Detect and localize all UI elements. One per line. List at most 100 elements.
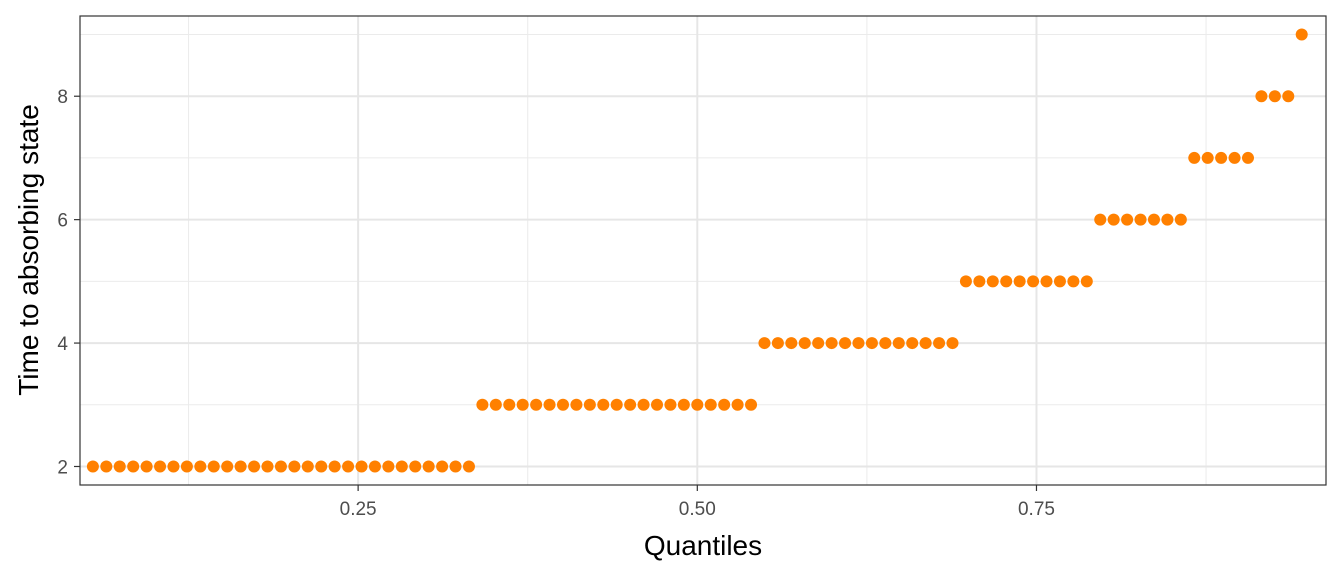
data-point [1188,151,1201,164]
data-point [422,460,435,473]
data-point [825,337,838,350]
data-point [1241,151,1254,164]
data-point [127,460,140,473]
data-point [100,460,113,473]
data-point [221,460,234,473]
data-point [154,460,167,473]
data-point [879,337,892,350]
data-point [1000,275,1013,288]
data-point [113,460,126,473]
panel-background [80,16,1326,485]
data-point [288,460,301,473]
data-point [704,398,717,411]
data-point [1094,213,1107,226]
data-point [570,398,583,411]
data-point [812,337,825,350]
data-point [207,460,220,473]
data-point [301,460,314,473]
data-point [664,398,677,411]
data-point [1201,151,1214,164]
data-point [892,337,905,350]
data-point [1295,28,1308,41]
data-point [86,460,99,473]
data-point [1255,90,1268,103]
data-point [1174,213,1187,226]
data-point [1013,275,1026,288]
data-point [798,337,811,350]
x-tick-label: 0.50 [679,499,716,520]
data-point [1040,275,1053,288]
data-point [597,398,610,411]
data-point [530,398,543,411]
grid-lines [80,16,1326,485]
data-point [919,337,932,350]
data-point [167,460,180,473]
y-axis-title: Time to absorbing state [13,104,44,396]
data-point [248,460,261,473]
data-point [1215,151,1228,164]
data-point [328,460,341,473]
data-point [1053,275,1066,288]
data-point [1067,275,1080,288]
y-tick-label: 2 [57,457,68,478]
data-point [610,398,623,411]
data-point [946,337,959,350]
data-point [462,460,475,473]
data-point [637,398,650,411]
data-point [409,460,422,473]
data-point [342,460,355,473]
data-point [1121,213,1134,226]
data-point [959,275,972,288]
data-point [1134,213,1147,226]
data-point [449,460,462,473]
x-axis-title: Quantiles [644,530,762,561]
data-point [1268,90,1281,103]
data-point [180,460,193,473]
data-point [677,398,690,411]
data-point [771,337,784,350]
data-point [624,398,637,411]
y-tick-label: 6 [57,211,68,232]
data-point [355,460,368,473]
axis-ticks: 0.25 0.50 0.75 2 4 6 8 [57,87,1055,520]
data-point [1228,151,1241,164]
data-point [865,337,878,350]
data-point [234,460,247,473]
data-point [758,337,771,350]
data-point [852,337,865,350]
data-point [315,460,328,473]
data-point [651,398,664,411]
data-points [86,28,1308,473]
data-point [583,398,596,411]
data-point [261,460,274,473]
data-point [395,460,408,473]
data-point [140,460,153,473]
data-point [691,398,704,411]
data-point [1147,213,1160,226]
data-point [194,460,207,473]
data-point [1080,275,1093,288]
data-point [785,337,798,350]
data-point [489,398,502,411]
y-tick-label: 4 [57,334,68,355]
data-point [745,398,758,411]
data-point [556,398,569,411]
data-point [543,398,556,411]
data-point [1282,90,1295,103]
data-point [516,398,529,411]
data-point [476,398,489,411]
data-point [933,337,946,350]
data-point [274,460,287,473]
data-point [986,275,999,288]
data-point [1027,275,1040,288]
panel-border [79,15,1327,486]
data-point [718,398,731,411]
x-tick-label: 0.75 [1018,499,1055,520]
data-point [973,275,986,288]
data-point [503,398,516,411]
data-point [1107,213,1120,226]
data-point [368,460,381,473]
data-point [382,460,395,473]
data-point [906,337,919,350]
